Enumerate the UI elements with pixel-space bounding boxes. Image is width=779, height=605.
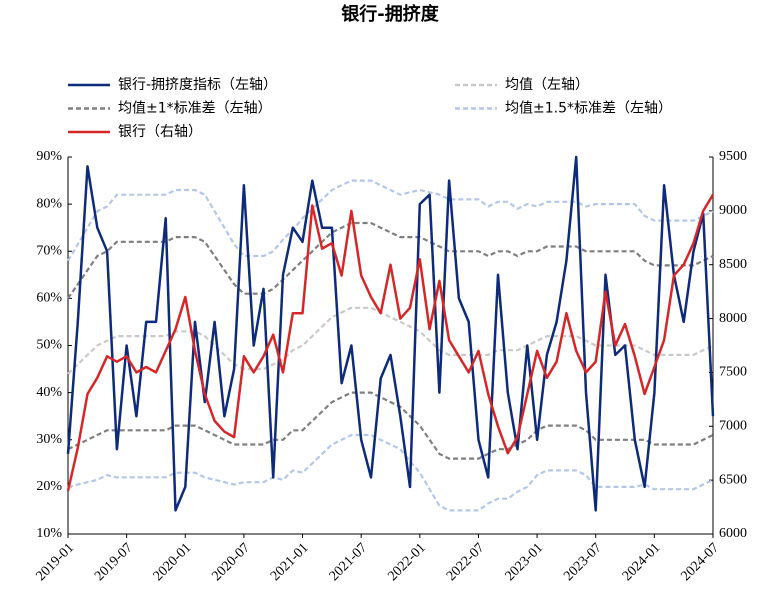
legend-label: 均值±1.5*标准差（左轴） bbox=[505, 101, 672, 117]
x-tick-label: 2022-07 bbox=[444, 540, 488, 584]
band-lower-line bbox=[67, 433, 714, 512]
y-tick-label: 40% bbox=[36, 385, 62, 400]
band-upper-line bbox=[67, 179, 714, 262]
y2-tick-label: 6000 bbox=[719, 526, 747, 541]
x-tick-label: 2022-01 bbox=[385, 540, 429, 584]
y-tick-label: 70% bbox=[36, 243, 62, 258]
y-tick-label: 30% bbox=[36, 432, 62, 447]
y-tick-label: 50% bbox=[36, 338, 62, 353]
legend-label: 均值（左轴） bbox=[505, 77, 589, 93]
legend-label: 银行（右轴） bbox=[118, 124, 202, 140]
x-tick-label: 2020-01 bbox=[151, 540, 195, 584]
x-tick-label: 2023-07 bbox=[561, 540, 605, 584]
y2-tick-label: 6500 bbox=[719, 472, 747, 487]
x-tick-label: 2019-07 bbox=[92, 540, 136, 584]
x-tick-label: 2021-01 bbox=[268, 540, 312, 584]
y2-tick-label: 9000 bbox=[719, 203, 747, 218]
y2-tick-label: 9500 bbox=[719, 149, 747, 164]
x-tick-label: 2023-01 bbox=[503, 540, 547, 584]
x-tick-label: 2024-01 bbox=[620, 540, 664, 584]
series-line bbox=[66, 194, 715, 492]
y2-tick-label: 7500 bbox=[719, 365, 747, 380]
y2-tick-label: 8500 bbox=[719, 257, 747, 272]
y-tick-label: 90% bbox=[36, 149, 62, 164]
y-tick-label: 60% bbox=[36, 291, 62, 306]
legend-label: 均值±1*标准差（左轴） bbox=[118, 101, 272, 117]
y2-tick-label: 8000 bbox=[719, 311, 747, 326]
y2-tick-label: 7000 bbox=[719, 419, 747, 434]
x-tick-label: 2019-01 bbox=[33, 540, 77, 584]
x-tick-label: 2024-07 bbox=[678, 540, 722, 584]
x-tick-label: 2020-07 bbox=[209, 540, 253, 584]
band-lower-line bbox=[67, 391, 714, 460]
chart-title: 银行-拥挤度 bbox=[341, 3, 439, 25]
y-tick-label: 10% bbox=[36, 526, 62, 541]
x-tick-label: 2021-07 bbox=[327, 540, 371, 584]
y-tick-label: 80% bbox=[36, 196, 62, 211]
y-tick-label: 20% bbox=[36, 479, 62, 494]
series-line bbox=[66, 155, 715, 512]
legend-label: 银行-拥挤度指标（左轴） bbox=[118, 77, 277, 93]
